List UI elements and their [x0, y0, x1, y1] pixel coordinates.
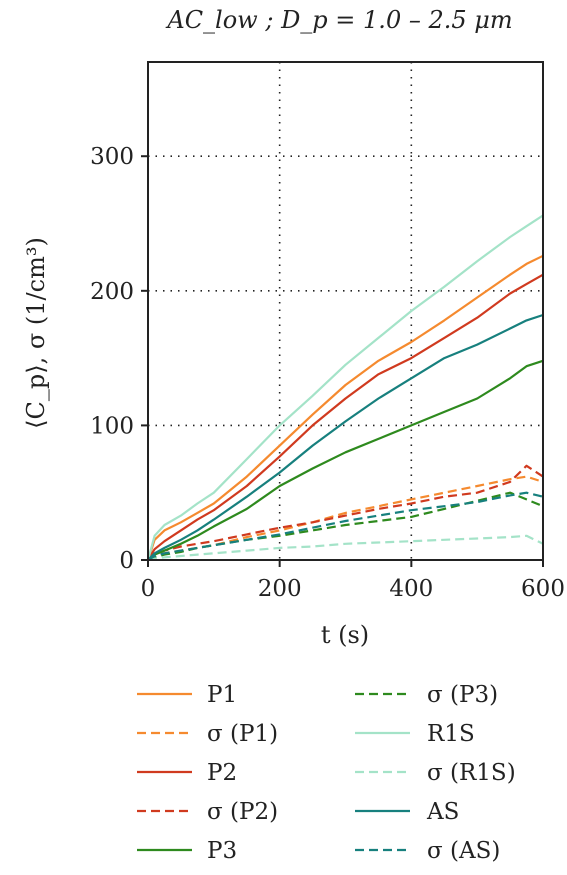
y-tick-label: 200: [90, 279, 134, 305]
series-line-9: [147, 491, 544, 561]
x-axis-label: t (s): [321, 621, 369, 649]
series-line-6: [146, 214, 544, 561]
legend-label: σ (AS): [427, 838, 500, 864]
series-line-0: [146, 254, 544, 561]
x-tick-label: 600: [521, 576, 565, 602]
plot-frame: [147, 61, 544, 561]
series-line-1: [147, 475, 544, 561]
legend-label: σ (R1S): [427, 760, 516, 786]
series-line-8: [147, 313, 544, 561]
x-tick-label: 400: [389, 576, 433, 602]
series-line-7: [147, 534, 544, 562]
legend-label: σ (P2): [207, 799, 278, 825]
y-tick-label: 0: [119, 548, 134, 574]
series-lines: [146, 214, 544, 562]
legend-label: σ (P3): [427, 682, 498, 708]
legend-label: σ (P1): [207, 721, 278, 747]
x-tick-label: 200: [258, 576, 302, 602]
legend-label: AS: [426, 799, 459, 825]
series-line-3: [147, 464, 544, 561]
x-tick-label: 0: [141, 576, 156, 602]
legend-label: P2: [207, 760, 237, 786]
axis-ticks: 0 200 400 600 0 100 200 300: [90, 144, 565, 602]
legend-label: P1: [207, 682, 237, 708]
y-tick-label: 300: [90, 144, 134, 170]
legend-label: P3: [207, 838, 237, 864]
legend: P1 σ (P1) P2 σ (P2) P3 σ (P3) R1S σ (R1S) AS σ (A…: [137, 682, 516, 864]
chart-title: AC_low ; D_p = 1.0 – 2.5 μm: [165, 6, 512, 34]
y-tick-label: 100: [90, 413, 134, 439]
y-axis-label: ⟨C_p⟩, σ (1/cm³): [22, 237, 50, 429]
series-line-5: [147, 491, 544, 562]
series-line-2: [147, 273, 544, 561]
series-line-4: [147, 359, 544, 561]
legend-label: R1S: [427, 721, 475, 747]
